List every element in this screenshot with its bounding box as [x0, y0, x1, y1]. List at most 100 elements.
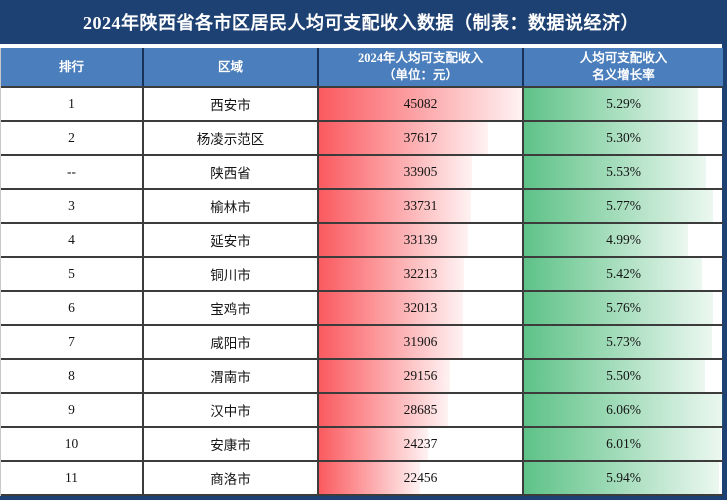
income-cell: 32013 [319, 292, 524, 324]
income-cell: 45082 [319, 88, 524, 120]
income-cell: 33139 [319, 224, 524, 256]
income-cell-value: 29156 [403, 368, 438, 383]
region-cell: 西安市 [144, 88, 319, 120]
growth-cell: 5.53% [524, 156, 723, 188]
table-row: 11 商洛市 22456 5.94% [1, 462, 723, 496]
table-row: 10 安康市 24237 6.01% [1, 428, 723, 462]
rank-cell: 4 [1, 224, 144, 256]
growth-cell: 5.73% [524, 326, 723, 358]
data-table: 排行 区域 2024年人均可支配收入 （单位：元） 人均可支配收入 名义增长率 … [0, 48, 723, 496]
table-row: 4 延安市 33139 4.99% [1, 224, 723, 258]
region-cell-value: 咸阳市 [210, 336, 251, 351]
growth-data-bar [524, 292, 714, 324]
growth-data-bar [524, 122, 699, 154]
income-cell-value: 24237 [403, 436, 438, 451]
header-label-income-line1: 2024年人均可支配收入 [357, 51, 483, 66]
region-cell-value: 西安市 [210, 98, 251, 113]
region-cell: 宝鸡市 [144, 292, 319, 324]
income-cell-value: 33731 [403, 198, 438, 213]
growth-cell: 5.77% [524, 190, 723, 222]
income-data-bar [319, 360, 451, 392]
region-cell: 汉中市 [144, 394, 319, 426]
income-cell: 31906 [319, 326, 524, 358]
rank-cell: 3 [1, 190, 144, 222]
rank-cell: -- [1, 156, 144, 188]
growth-cell-value: 4.99% [606, 232, 641, 247]
region-cell-value: 商洛市 [210, 472, 251, 487]
region-cell: 安康市 [144, 428, 319, 460]
income-cell-value: 32013 [403, 300, 438, 315]
header-cell-growth: 人均可支配收入 名义增长率 [524, 48, 723, 86]
header-cell-income: 2024年人均可支配收入 （单位：元） [319, 48, 524, 86]
growth-cell: 5.30% [524, 122, 723, 154]
growth-cell-value: 6.01% [606, 436, 641, 451]
rank-cell-value: 6 [68, 300, 75, 315]
table-row: 5 铜川市 32213 5.42% [1, 258, 723, 292]
rank-cell-value: 8 [68, 368, 75, 383]
income-data-bar [319, 394, 449, 426]
header-cell-rank: 排行 [1, 48, 144, 86]
region-cell-value: 陕西省 [210, 166, 251, 181]
income-cell-value: 32213 [403, 266, 438, 281]
income-data-bar [319, 190, 471, 222]
income-data-bar [319, 326, 463, 358]
growth-cell: 4.99% [524, 224, 723, 256]
income-cell: 33905 [319, 156, 524, 188]
income-cell: 24237 [319, 428, 524, 460]
header-row: 排行 区域 2024年人均可支配收入 （单位：元） 人均可支配收入 名义增长率 [1, 48, 723, 88]
income-cell-value: 28685 [403, 402, 438, 417]
region-cell-value: 渭南市 [210, 370, 251, 385]
title-bar: 2024年陕西省各市区居民人均可支配收入数据（制表：数据说经济） [0, 0, 722, 44]
income-cell: 29156 [319, 360, 524, 392]
rank-cell: 1 [1, 88, 144, 120]
growth-cell-value: 5.42% [606, 266, 641, 281]
table-row: 1 西安市 45082 5.29% [1, 88, 723, 122]
table-row: 2 杨凌示范区 37617 5.30% [1, 122, 723, 156]
growth-cell: 5.94% [524, 462, 723, 494]
rank-cell-value: -- [67, 164, 76, 179]
growth-cell: 6.06% [524, 394, 723, 426]
growth-data-bar [524, 326, 713, 358]
income-cell: 33731 [319, 190, 524, 222]
rank-cell: 6 [1, 292, 144, 324]
growth-data-bar [524, 360, 705, 392]
rank-cell-value: 9 [68, 402, 75, 417]
growth-data-bar [524, 88, 698, 120]
growth-data-bar [524, 428, 722, 460]
income-data-bar [319, 258, 465, 290]
income-cell-value: 33139 [403, 232, 438, 247]
table-row: 9 汉中市 28685 6.06% [1, 394, 723, 428]
rank-cell-value: 7 [68, 334, 75, 349]
table-row: 3 榆林市 33731 5.77% [1, 190, 723, 224]
region-cell-value: 延安市 [210, 234, 251, 249]
growth-data-bar [524, 156, 706, 188]
income-cell-value: 45082 [403, 96, 438, 111]
income-cell-value: 37617 [403, 130, 438, 145]
rank-cell-value: 4 [68, 232, 75, 247]
header-label-growth-line1: 人均可支配收入 [579, 51, 668, 66]
income-data-bar [319, 462, 421, 494]
header-label-rank: 排行 [58, 59, 84, 74]
table-row: -- 陕西省 33905 5.53% [1, 156, 723, 190]
income-data-bar [319, 122, 489, 154]
growth-cell-value: 5.29% [606, 96, 641, 111]
rank-cell-value: 3 [68, 198, 75, 213]
table-row: 7 咸阳市 31906 5.73% [1, 326, 723, 360]
header-label-growth-line2: 名义增长率 [592, 68, 655, 82]
income-data-bar [319, 156, 472, 188]
growth-cell-value: 5.76% [606, 300, 641, 315]
growth-cell: 5.42% [524, 258, 723, 290]
header-label-region: 区域 [217, 59, 243, 74]
rank-cell: 2 [1, 122, 144, 154]
rank-cell-value: 5 [68, 266, 75, 281]
growth-cell-value: 5.53% [606, 164, 641, 179]
header-cell-region: 区域 [144, 48, 319, 86]
rank-cell-value: 11 [65, 470, 78, 485]
region-cell-value: 宝鸡市 [210, 302, 251, 317]
growth-data-bar [524, 258, 702, 290]
income-cell: 28685 [319, 394, 524, 426]
income-cell: 32213 [319, 258, 524, 290]
income-data-bar [319, 292, 464, 324]
growth-cell: 6.01% [524, 428, 723, 460]
